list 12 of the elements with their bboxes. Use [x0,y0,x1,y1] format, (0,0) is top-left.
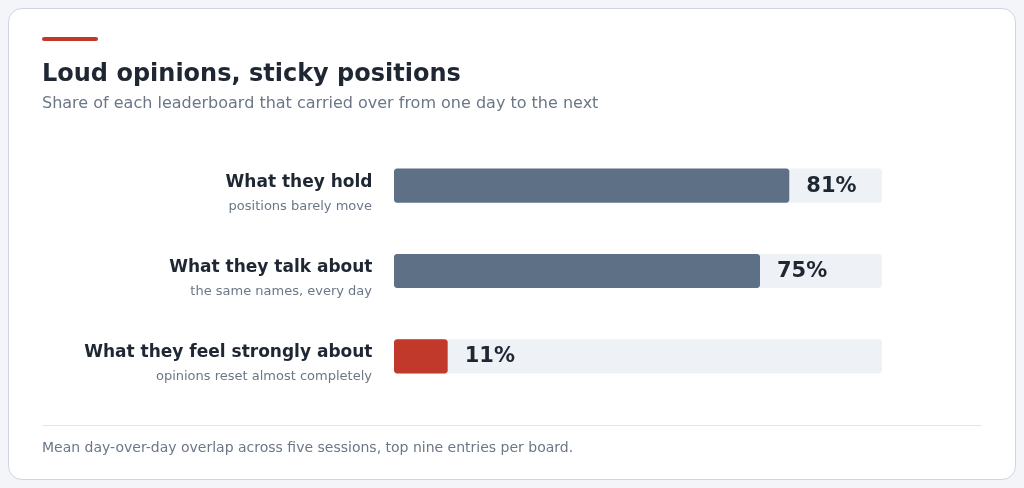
y-tick-label: What they hold [225,170,373,191]
data-label: 81% [806,172,857,197]
text: the same names, every day [190,283,373,298]
text: positions barely move [228,197,372,213]
text: opinions reset almost completely [155,368,373,384]
y-tick-label: What they talk about [169,256,373,276]
data-label: 11% [464,343,515,368]
data-label: 75% [777,258,828,282]
chart-title: Loud opinions, sticky positions [42,59,461,87]
text: Mean day-over-day overlap across five sessions, top nine entries per board. [42,439,574,455]
chart-subtitle: Share of each leaderboard that carried over from one day to the next [42,93,599,112]
y-tick-label: What they feel strongly about [84,341,373,362]
